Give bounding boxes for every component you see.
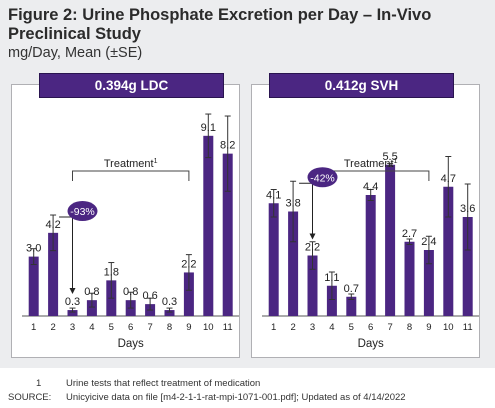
bar-day-8 — [164, 310, 175, 316]
bar-day-4 — [326, 285, 337, 316]
footnote-number: 1 — [36, 378, 42, 389]
bar-day-2 — [288, 211, 299, 316]
tick-label: 10 — [203, 322, 214, 333]
tick-label: 2 — [290, 322, 295, 333]
treatment-label: Treatment1 — [344, 158, 398, 170]
change-badge — [307, 167, 338, 188]
data-label: 0.8 — [123, 286, 138, 298]
figure-title: Figure 2: Urine Phosphate Excretion per … — [8, 6, 432, 43]
data-label: 2.2 — [305, 242, 320, 254]
treatment-label: Treatment1 — [104, 158, 158, 170]
tick-label: 2 — [50, 322, 55, 333]
data-label: 3.0 — [26, 243, 41, 255]
tick-label: 11 — [463, 322, 473, 333]
tick-label: 6 — [128, 322, 133, 333]
bar-day-2 — [48, 232, 59, 316]
tick-label: 4 — [329, 322, 334, 333]
x-axis-label: Days — [118, 338, 144, 350]
footnote-text: Urine tests that reflect treatment of me… — [66, 378, 261, 389]
chart-panel-ldc: 3.0 1 4.2 2 0.3 3 0.8 4 1.8 5 0.8 6 0.6 7 0.3 8 2.2 9 9.1 1… — [11, 84, 240, 358]
data-label: 5.5 — [382, 151, 397, 163]
change-badge — [67, 201, 98, 222]
tick-label: 4 — [89, 322, 94, 333]
bar-day-11 — [222, 153, 233, 316]
bar-day-10 — [203, 135, 214, 316]
data-label: 3.8 — [285, 198, 300, 210]
tick-label: 5 — [349, 322, 354, 333]
data-label: 2.4 — [421, 236, 436, 248]
x-axis-label: Days — [358, 338, 384, 350]
data-label: 1.8 — [104, 266, 119, 278]
data-label: 3.6 — [460, 203, 475, 215]
data-label: 2.2 — [181, 258, 196, 270]
data-label: 9.1 — [201, 122, 216, 134]
bar-day-5 — [346, 296, 357, 316]
tick-label: 10 — [443, 322, 454, 333]
data-label: 2.7 — [402, 228, 417, 240]
tick-label: 9 — [426, 322, 431, 333]
data-label: 8.2 — [220, 140, 235, 152]
data-label: 0.7 — [344, 283, 359, 295]
data-label: 4.1 — [266, 189, 281, 201]
panel-title-ldc: 0.394g LDC — [39, 73, 224, 98]
tick-label: 8 — [167, 322, 172, 333]
data-label: 0.3 — [65, 296, 80, 308]
source-text: Unicyicive data on file [m4-2-1-1-rat-mp… — [66, 392, 406, 403]
data-label: 4.4 — [363, 181, 378, 193]
data-label: 0.8 — [84, 286, 99, 298]
chart-svh: 4.1 1 3.8 2 2.2 3 1.1 4 0.7 5 4.4 6 5.5 7 2.7 8 2.4 9 4.7 1… — [262, 151, 479, 350]
panel-title-svh: 0.412g SVH — [269, 73, 454, 98]
bar-day-11 — [462, 217, 473, 316]
treatment-bracket — [72, 170, 190, 181]
figure-subtitle: mg/Day, Mean (±SE) — [8, 45, 143, 61]
bar-day-1 — [28, 256, 39, 316]
bar-day-4 — [86, 300, 97, 316]
tick-label: 11 — [223, 322, 233, 333]
bar-day-8 — [404, 241, 415, 316]
tick-label: 7 — [387, 322, 392, 333]
tick-label: 9 — [186, 322, 191, 333]
source-label: SOURCE: — [8, 392, 52, 403]
change-arrow-line — [59, 216, 73, 290]
bar-day-3 — [307, 255, 318, 316]
data-label: 0.3 — [162, 296, 177, 308]
data-label: 0.6 — [142, 290, 157, 302]
tick-label: 1 — [271, 322, 276, 333]
change-badge-label: -93% — [70, 206, 95, 218]
data-label: 1.1 — [324, 272, 339, 284]
bar-day-3 — [67, 310, 78, 316]
tick-label: 3 — [310, 322, 315, 333]
bar-day-7 — [385, 164, 396, 316]
bar-day-10 — [443, 186, 454, 316]
data-label: 4.2 — [45, 219, 60, 231]
change-arrow-head — [69, 288, 76, 295]
figure-card: Figure 2: Urine Phosphate Excretion per … — [0, 0, 495, 368]
tick-label: 8 — [407, 322, 412, 333]
change-arrow-head — [309, 233, 316, 240]
data-label: 4.7 — [441, 173, 456, 185]
tick-label: 1 — [31, 322, 36, 333]
chart-panel-svh: 4.1 1 3.8 2 2.2 3 1.1 4 0.7 5 4.4 6 5.5 7 2.7 8 2.4 9 4.7 1… — [251, 84, 480, 358]
change-badge-label: -42% — [310, 172, 335, 184]
bar-day-9 — [423, 250, 434, 316]
change-arrow-line — [299, 182, 313, 235]
chart-ldc: 3.0 1 4.2 2 0.3 3 0.8 4 1.8 5 0.8 6 0.6 7 0.3 8 2.2 9 9.1 1… — [22, 113, 239, 350]
bar-day-9 — [183, 272, 194, 316]
tick-label: 5 — [109, 322, 114, 333]
bar-day-6 — [365, 195, 376, 316]
tick-label: 7 — [147, 322, 152, 333]
tick-label: 3 — [70, 322, 75, 333]
tick-label: 6 — [368, 322, 373, 333]
bar-day-1 — [268, 203, 279, 316]
